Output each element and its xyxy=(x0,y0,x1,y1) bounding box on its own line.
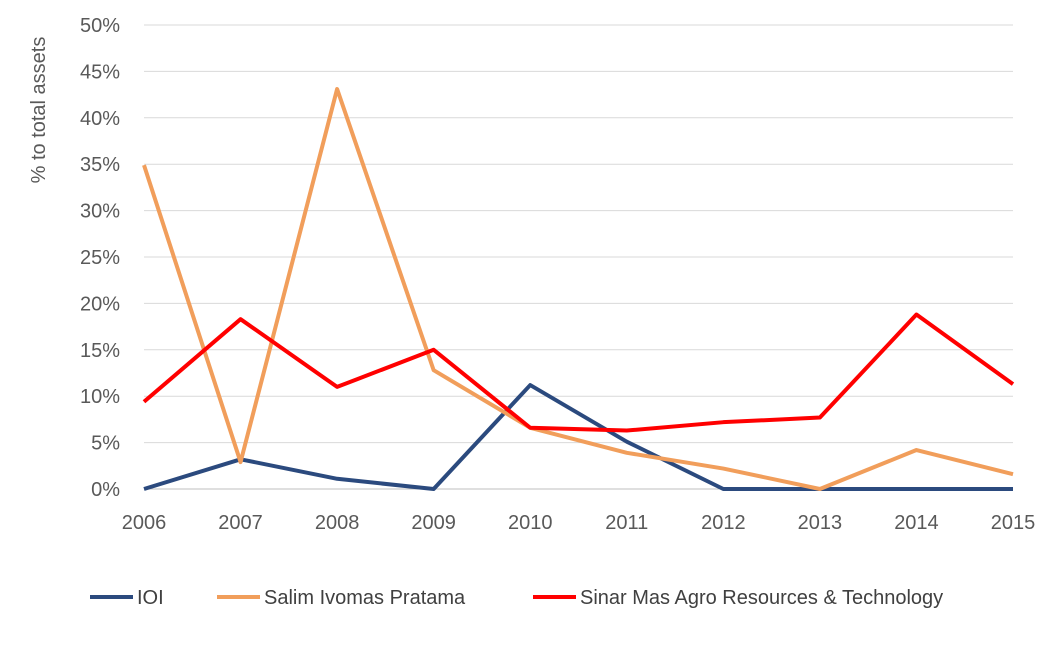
y-tick-label: 15% xyxy=(80,340,120,362)
legend-label: IOI xyxy=(137,587,164,609)
y-tick-label: 5% xyxy=(91,433,120,455)
x-tick-label: 2008 xyxy=(315,512,360,534)
legend-label: Salim Ivomas Pratama xyxy=(264,587,466,609)
y-tick-label: 50% xyxy=(80,15,120,37)
gridlines xyxy=(144,24,1013,490)
y-tick-label: 35% xyxy=(80,154,120,176)
y-tick-label: 10% xyxy=(80,386,120,408)
y-tick-label: 30% xyxy=(80,201,120,223)
y-axis-ticks: 0% 5% 10% 15% 20% 25% 30% 35% 40% 45% 50% xyxy=(80,15,120,501)
legend: IOI Salim Ivomas Pratama Sinar Mas Agro Re… xyxy=(90,587,943,609)
x-tick-label: 2012 xyxy=(701,512,746,534)
y-tick-label: 0% xyxy=(91,479,120,501)
x-tick-label: 2007 xyxy=(218,512,263,534)
series-line-0 xyxy=(143,383,1013,491)
x-tick-label: 2015 xyxy=(991,512,1036,534)
x-tick-label: 2014 xyxy=(894,512,939,534)
series-line-1 xyxy=(142,87,1014,491)
y-tick-label: 25% xyxy=(80,247,120,269)
x-tick-label: 2006 xyxy=(122,512,167,534)
y-axis-title: % to total assets xyxy=(28,37,50,184)
series-line-2 xyxy=(142,312,1015,433)
y-tick-label: 40% xyxy=(80,108,120,130)
x-tick-label: 2009 xyxy=(411,512,456,534)
x-axis-ticks: 2006 2007 2008 2009 2010 2011 2012 2013 2014 2015 xyxy=(122,512,1036,534)
x-tick-label: 2013 xyxy=(798,512,843,534)
y-tick-label: 20% xyxy=(80,293,120,315)
series-lines xyxy=(142,87,1015,491)
legend-label: Sinar Mas Agro Resources & Technology xyxy=(580,587,943,609)
x-tick-label: 2011 xyxy=(605,512,648,534)
y-tick-label: 45% xyxy=(80,61,120,83)
x-tick-label: 2010 xyxy=(508,512,553,534)
